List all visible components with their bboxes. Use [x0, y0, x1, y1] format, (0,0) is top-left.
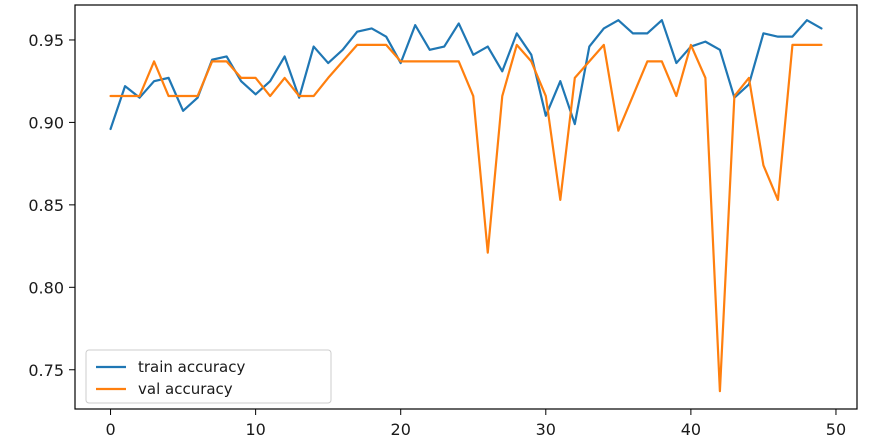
- x-axis: 0 10 20 30 40 50: [105, 409, 846, 439]
- y-tick-label: 0.75: [28, 361, 64, 380]
- legend-label-0: train accuracy: [138, 358, 245, 376]
- x-tick-label: 0: [105, 420, 115, 439]
- legend-box: [85, 349, 332, 404]
- x-tick-label: 40: [681, 420, 701, 439]
- legend: train accuracy val accuracy: [85, 349, 332, 404]
- series-line-0: [109, 19, 823, 131]
- series-line-1: [109, 43, 823, 393]
- x-tick-label: 50: [826, 420, 846, 439]
- y-tick-label: 0.90: [28, 113, 64, 132]
- x-tick-label: 30: [536, 420, 556, 439]
- legend-label-1: val accuracy: [138, 380, 233, 398]
- y-tick-label: 0.95: [28, 31, 64, 50]
- y-tick-label: 0.80: [28, 278, 64, 297]
- x-tick-label: 10: [245, 420, 265, 439]
- y-tick-label: 0.85: [28, 196, 64, 215]
- x-tick-label: 20: [391, 420, 411, 439]
- series-lines: [109, 19, 823, 393]
- y-axis: 0.75 0.80 0.85 0.90 0.95: [28, 31, 75, 380]
- plot-frame: [74, 4, 858, 410]
